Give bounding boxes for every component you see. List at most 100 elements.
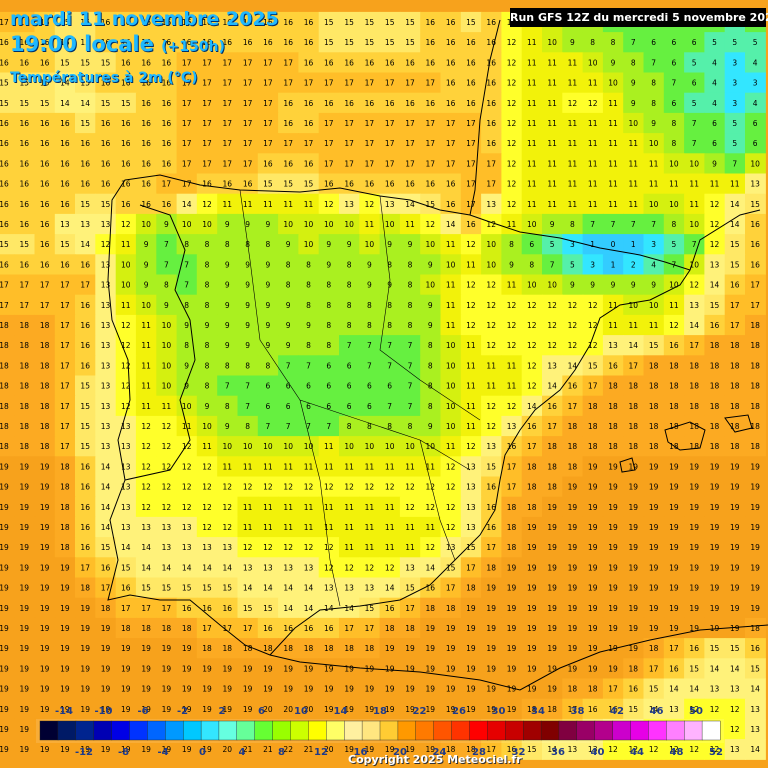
temperature-cell — [196, 597, 218, 619]
temperature-value: 19 — [730, 523, 740, 532]
temperature-value: 17 — [486, 543, 496, 552]
temperature-cell — [420, 335, 442, 356]
temperature-cell — [0, 516, 15, 538]
temperature-cell — [75, 557, 96, 579]
temperature-cell — [0, 415, 15, 437]
temperature-value: 12 — [507, 321, 517, 330]
temperature-cell — [115, 213, 137, 235]
temperature-cell — [643, 173, 665, 195]
temperature-cell — [623, 52, 645, 74]
temperature-value: 20 — [324, 745, 334, 754]
temperature-value: 16 — [486, 38, 496, 47]
temperature-value: 12 — [689, 705, 699, 714]
temperature-cell — [562, 698, 584, 720]
temperature-value: 11 — [547, 119, 557, 128]
temperature-cell — [359, 395, 381, 417]
temperature-value: 13 — [486, 442, 496, 451]
temperature-value: 9 — [225, 301, 230, 310]
temperature-cell — [562, 254, 584, 276]
temperature-cell — [562, 52, 584, 74]
temperature-cell — [54, 516, 76, 538]
temperature-value: 8 — [205, 260, 210, 269]
temperature-cell — [440, 133, 462, 154]
temperature-value: 19 — [0, 523, 9, 532]
temperature-cell — [298, 193, 320, 215]
temperature-value: 9 — [266, 281, 271, 290]
temperature-cell — [257, 32, 279, 53]
temperature-value: 19 — [40, 563, 50, 572]
temperature-cell — [359, 72, 381, 94]
temperature-cell — [176, 355, 198, 377]
temperature-value: 15 — [80, 58, 90, 67]
temperature-cell — [359, 314, 381, 336]
temperature-cell — [14, 496, 36, 518]
temperature-cell — [643, 739, 665, 760]
temperature-value: 16 — [40, 139, 50, 148]
temperature-cell — [14, 698, 36, 720]
temperature-cell — [399, 395, 421, 417]
temperature-cell — [75, 52, 96, 74]
temperature-cell — [582, 456, 604, 478]
temperature-cell — [643, 658, 665, 680]
temperature-value: 17 — [182, 99, 192, 108]
temperature-value: 8 — [590, 38, 595, 47]
legend-swatch — [630, 720, 649, 741]
temperature-cell — [95, 395, 117, 417]
temperature-cell — [663, 355, 685, 377]
temperature-value: 16 — [101, 119, 111, 128]
temperature-value: 11 — [588, 139, 598, 148]
temperature-cell — [237, 133, 259, 154]
temperature-cell — [582, 597, 604, 619]
temperature-value: 9 — [266, 301, 271, 310]
temperature-cell — [420, 153, 442, 175]
temperature-value: 16 — [80, 523, 90, 532]
temperature-cell — [643, 698, 665, 720]
temperature-cell — [318, 678, 340, 700]
temperature-cell — [440, 617, 462, 639]
temperature-cell — [0, 153, 15, 175]
temperature-cell — [237, 496, 259, 518]
temperature-cell — [481, 173, 502, 195]
temperature-value: 12 — [689, 281, 699, 290]
legend-top-label: 38 — [571, 706, 585, 717]
temperature-cell — [399, 72, 421, 94]
temperature-cell — [176, 597, 198, 619]
temperature-value: 18 — [507, 503, 517, 512]
temperature-cell — [156, 476, 178, 498]
temperature-cell — [217, 32, 239, 53]
legend-bottom-label: 12 — [314, 747, 328, 758]
temperature-value: 16 — [0, 159, 9, 168]
temperature-cell — [135, 577, 157, 599]
temperature-cell — [217, 739, 239, 760]
temperature-value: 11 — [649, 180, 659, 189]
temperature-value: 16 — [121, 200, 131, 209]
temperature-cell — [34, 739, 56, 760]
temperature-cell — [623, 476, 645, 498]
temperature-value: 9 — [509, 260, 514, 269]
temperature-cell — [54, 52, 76, 74]
temperature-value: 16 — [304, 18, 314, 27]
temperature-cell — [115, 456, 137, 478]
temperature-cell — [399, 557, 421, 579]
temperature-cell — [542, 254, 563, 276]
temperature-value: 19 — [40, 462, 50, 471]
temperature-cell — [14, 32, 36, 53]
temperature-value: 16 — [40, 240, 50, 249]
temperature-value: 19 — [80, 644, 90, 653]
temperature-value: 15 — [365, 18, 375, 27]
temperature-cell — [501, 355, 523, 377]
temperature-value: 17 — [223, 99, 233, 108]
temperature-cell — [724, 173, 746, 195]
temperature-cell — [115, 375, 137, 397]
temperature-cell — [176, 92, 198, 114]
temperature-cell — [217, 395, 239, 417]
temperature-cell — [75, 617, 96, 639]
temperature-cell — [318, 415, 340, 437]
temperature-cell — [501, 335, 523, 356]
temperature-value: 7 — [408, 361, 413, 370]
temperature-cell — [115, 133, 137, 154]
temperature-cell — [602, 597, 624, 619]
temperature-value: 3 — [732, 58, 737, 67]
temperature-value: 17 — [608, 685, 618, 694]
temperature-cell — [481, 213, 502, 235]
